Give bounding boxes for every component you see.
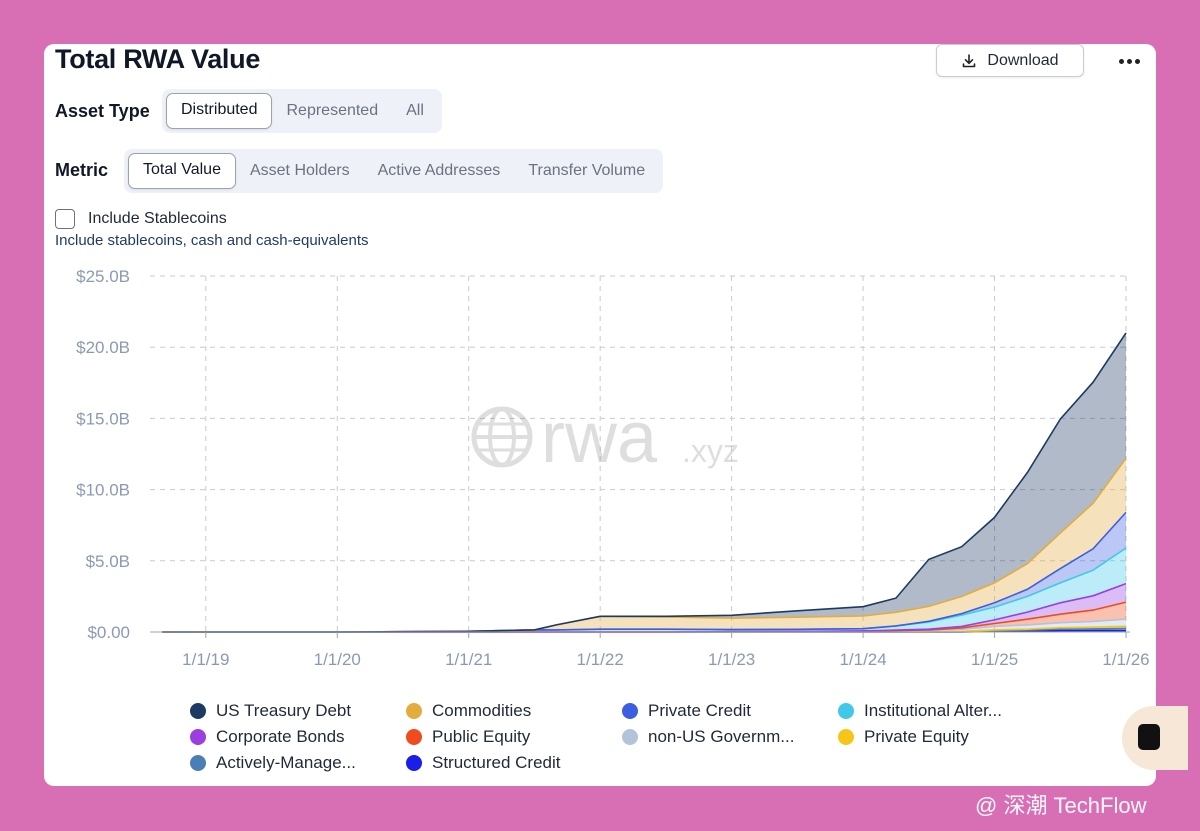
asset-type-segmented: Distributed Represented All xyxy=(162,89,442,133)
legend-item[interactable]: Actively-Manage... xyxy=(190,753,406,773)
y-tick-label: $0.00 xyxy=(87,623,130,642)
watermark-suffix: .xyz xyxy=(682,433,739,469)
legend-label: Structured Credit xyxy=(432,753,561,772)
asset-type-label: Asset Type xyxy=(55,101,150,121)
chat-widget[interactable] xyxy=(1122,706,1188,770)
legend-swatch xyxy=(406,729,422,745)
metric-segmented: Total Value Asset Holders Active Address… xyxy=(124,149,664,193)
rwa-area-chart: rwa .xyz $0.00 $5.0B $10.0B $15.0B $20.0B $25… xyxy=(76,267,1150,669)
legend-swatch xyxy=(190,703,206,719)
x-tick-label: 1/1/23 xyxy=(708,650,755,669)
legend-swatch xyxy=(838,703,854,719)
x-tick-label: 1/1/20 xyxy=(314,650,361,669)
y-tick-label: $25.0B xyxy=(76,267,130,286)
x-tick-label: 1/1/25 xyxy=(971,650,1018,669)
footer-brand: @ 深潮 TechFlow xyxy=(975,793,1147,818)
chart-card: Total RWA Value Download Asset Type Dist… xyxy=(44,44,1156,786)
include-stablecoins-checkbox[interactable] xyxy=(55,209,75,229)
legend-swatch xyxy=(406,755,422,771)
asset-type-represented[interactable]: Represented xyxy=(286,102,379,119)
asset-type-all[interactable]: All xyxy=(406,102,424,119)
legend-item[interactable]: Institutional Alter... xyxy=(838,701,1054,721)
y-tick-label: $5.0B xyxy=(86,552,130,571)
legend-label: Private Credit xyxy=(648,701,751,720)
y-tick-label: $10.0B xyxy=(76,481,130,500)
legend-item[interactable]: Commodities xyxy=(406,701,622,721)
page-title: Total RWA Value xyxy=(55,44,261,74)
legend-swatch xyxy=(622,729,638,745)
legend-label: Actively-Manage... xyxy=(216,753,356,772)
legend-swatch xyxy=(190,755,206,771)
legend-swatch xyxy=(622,703,638,719)
y-tick-label: $15.0B xyxy=(76,409,130,428)
legend-item[interactable]: Private Credit xyxy=(622,701,838,721)
legend-swatch xyxy=(838,729,854,745)
x-tick-label: 1/1/24 xyxy=(839,650,886,669)
metric-transfer-volume[interactable]: Transfer Volume xyxy=(528,162,646,179)
legend-item[interactable]: Corporate Bonds xyxy=(190,727,406,747)
legend-item[interactable]: Public Equity xyxy=(406,727,622,747)
legend-label: US Treasury Debt xyxy=(216,701,352,720)
legend-label: Public Equity xyxy=(432,727,531,746)
legend-item[interactable]: non-US Governm... xyxy=(622,727,838,747)
area-us-treasury-debt xyxy=(162,333,1126,632)
legend-label: Corporate Bonds xyxy=(216,727,345,746)
chart-legend: US Treasury Debt Commodities Private Credi… xyxy=(190,701,1070,773)
asset-type-distributed[interactable]: Distributed xyxy=(166,93,273,129)
x-tick-label: 1/1/21 xyxy=(445,650,492,669)
legend-label: Institutional Alter... xyxy=(864,701,1002,720)
legend-swatch xyxy=(190,729,206,745)
legend-label: Commodities xyxy=(432,701,532,720)
metric-active-addresses[interactable]: Active Addresses xyxy=(377,162,501,179)
metric-asset-holders[interactable]: Asset Holders xyxy=(249,162,350,179)
metric-label: Metric xyxy=(55,160,109,180)
rwa-watermark: rwa .xyz xyxy=(471,398,739,478)
include-stablecoins-help: Include stablecoins, cash and cash-equiv… xyxy=(55,232,369,249)
download-button[interactable]: Download xyxy=(936,44,1084,77)
legend-label: non-US Governm... xyxy=(648,727,795,746)
include-stablecoins-label: Include Stablecoins xyxy=(88,210,227,227)
x-tick-label: 1/1/22 xyxy=(577,650,624,669)
download-label: Download xyxy=(987,51,1059,69)
x-tick-label: 1/1/26 xyxy=(1102,650,1149,669)
legend-swatch xyxy=(406,703,422,719)
y-tick-label: $20.0B xyxy=(76,338,130,357)
download-icon xyxy=(963,53,976,67)
more-options-icon[interactable] xyxy=(1112,52,1146,70)
metric-total-value[interactable]: Total Value xyxy=(128,153,236,189)
legend-item[interactable]: Structured Credit xyxy=(406,753,622,773)
watermark-brand: rwa xyxy=(541,398,658,478)
legend-label: Private Equity xyxy=(864,727,969,746)
legend-item[interactable]: US Treasury Debt xyxy=(190,701,406,721)
legend-item[interactable]: Private Equity xyxy=(838,727,1054,747)
globe-icon xyxy=(471,406,533,468)
x-tick-label: 1/1/19 xyxy=(182,650,229,669)
chat-icon xyxy=(1138,724,1160,750)
